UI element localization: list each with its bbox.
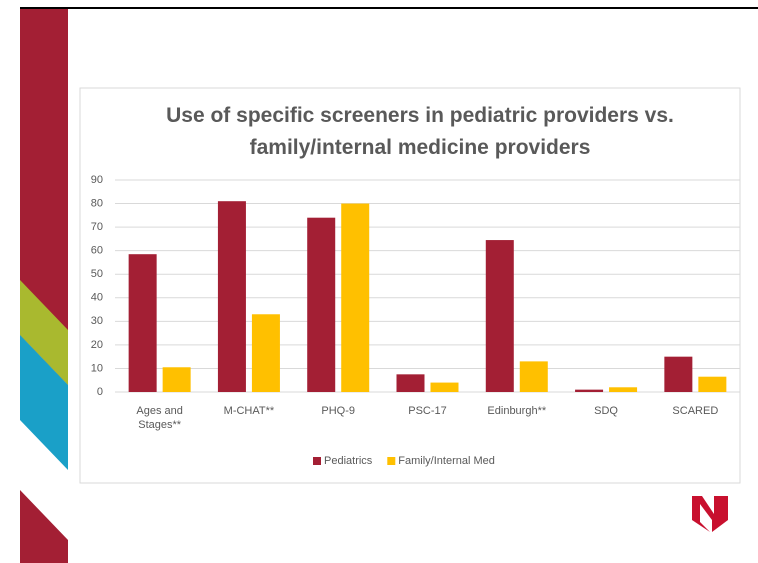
legend-label: Family/Internal Med xyxy=(398,455,495,467)
bar xyxy=(430,382,459,392)
y-tick-label: 90 xyxy=(91,174,103,186)
y-tick-label: 30 xyxy=(91,315,103,327)
decor-blue xyxy=(20,335,68,470)
y-tick-label: 80 xyxy=(91,197,103,209)
bar xyxy=(575,389,604,392)
x-tick-label: PSC-17 xyxy=(408,405,447,417)
bar xyxy=(396,374,425,392)
x-tick-label: Edinburgh** xyxy=(487,405,547,417)
bar xyxy=(162,367,191,392)
bar xyxy=(664,356,693,392)
legend-swatch xyxy=(313,457,321,465)
logo xyxy=(692,496,728,532)
bar xyxy=(251,314,280,392)
y-tick-label: 70 xyxy=(91,221,103,233)
y-tick-label: 0 xyxy=(97,386,103,398)
bar xyxy=(128,254,157,392)
y-tick-label: 20 xyxy=(91,339,103,351)
x-tick-label: PHQ-9 xyxy=(321,405,356,417)
x-tick-label: SCARED xyxy=(672,405,719,417)
decor-green xyxy=(20,280,68,385)
legend-swatch xyxy=(387,457,396,465)
x-tick-label: M-CHAT** xyxy=(223,405,275,417)
x-tick-label: Ages and Stages** xyxy=(136,405,183,431)
bar xyxy=(341,203,370,392)
decor-bottom xyxy=(20,490,68,563)
bar xyxy=(609,387,638,392)
y-tick-label: 40 xyxy=(91,292,103,304)
chart-title: Use of specific screeners in pediatric p… xyxy=(166,104,674,159)
decor-band xyxy=(20,9,68,279)
bar xyxy=(698,376,727,392)
y-tick-label: 50 xyxy=(91,268,103,280)
bar xyxy=(307,217,336,392)
y-tick-label: 60 xyxy=(91,245,103,257)
y-tick-label: 10 xyxy=(91,362,103,374)
bar xyxy=(519,361,548,392)
legend-label: Pediatrics xyxy=(324,455,373,467)
bar xyxy=(217,201,246,392)
chart-frame xyxy=(79,87,741,484)
bar xyxy=(485,240,514,392)
x-tick-label: SDQ xyxy=(594,405,618,417)
